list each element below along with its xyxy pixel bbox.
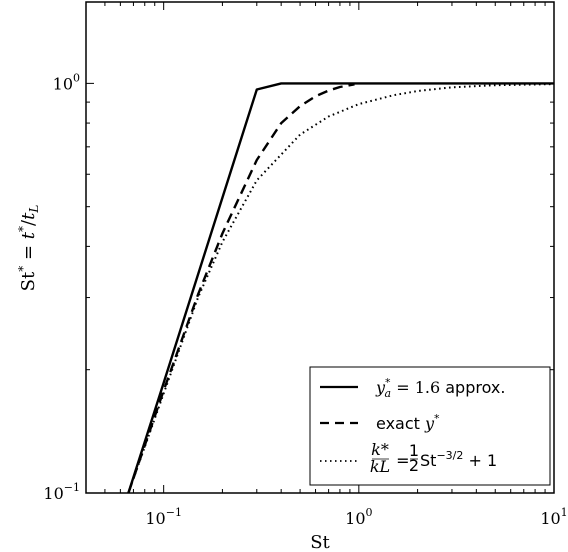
svg-text:k*: k* <box>371 440 389 459</box>
legend-dashed-label: exact y* <box>376 412 440 433</box>
svg-text:1: 1 <box>409 441 419 460</box>
series-line-dotted <box>127 83 555 494</box>
x-tick-label: 10−1 <box>145 506 182 528</box>
x-axis-label: St <box>310 532 330 552</box>
tick-labels: 10−1 100 101 10−1 100 <box>43 71 567 528</box>
svg-text:St−3/2 + 1: St−3/2 + 1 <box>420 449 497 470</box>
x-tick-label: 100 <box>345 506 372 528</box>
plot-frame <box>85 1 555 494</box>
series-line-solid <box>127 82 554 494</box>
svg-text:kL: kL <box>370 457 390 476</box>
series-line-dashed <box>127 83 355 494</box>
legend: y* a = 1.6 approx. exact y* k* kL = 1 2 S… <box>309 366 551 486</box>
legend-dotted-label: k* kL = 1 2 St−3/2 + 1 <box>370 440 497 476</box>
legend-solid-label: y* a = 1.6 approx. <box>375 376 505 400</box>
svg-text:St* = t*/tL: St* = t*/tL <box>16 205 41 292</box>
svg-text:2: 2 <box>409 456 419 475</box>
ticks <box>85 2 555 494</box>
svg-text:=: = <box>391 451 415 470</box>
y-axis-label: St* = t*/tL <box>16 205 41 292</box>
y-tick-label: 10−1 <box>43 481 80 503</box>
series-lines <box>127 82 555 494</box>
x-tick-label: 101 <box>540 506 567 528</box>
y-tick-label: 100 <box>53 71 80 93</box>
